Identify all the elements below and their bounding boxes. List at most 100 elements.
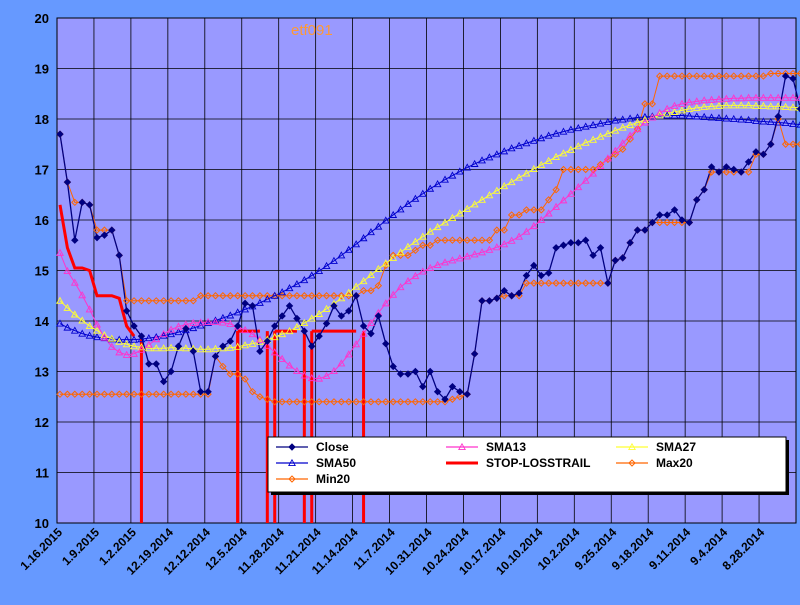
- data-point: [544, 156, 553, 164]
- data-point: [574, 183, 583, 191]
- data-point: [233, 370, 242, 378]
- data-point: [737, 115, 746, 123]
- data-point: [167, 367, 175, 376]
- data-point: [796, 105, 800, 113]
- data-point: [463, 236, 471, 244]
- data-point: [404, 370, 412, 378]
- data-point: [426, 263, 435, 271]
- data-point: [389, 362, 397, 371]
- data-point: [670, 72, 679, 80]
- data-point: [100, 331, 109, 339]
- data-point: [611, 146, 620, 154]
- data-point: [196, 345, 205, 353]
- data-point: [581, 176, 590, 184]
- data-point: [596, 119, 605, 127]
- data-point: [256, 347, 264, 356]
- data-point: [63, 323, 72, 331]
- data-point: [85, 201, 94, 209]
- data-point: [648, 113, 657, 121]
- data-point: [537, 206, 545, 214]
- data-point: [359, 329, 368, 337]
- x-tick-label: 1.9.2015: [59, 525, 102, 568]
- data-point: [137, 297, 146, 305]
- data-point: [404, 199, 412, 207]
- data-point: [285, 302, 294, 310]
- data-point: [308, 292, 316, 300]
- data-point: [552, 185, 560, 194]
- data-point: [137, 345, 146, 353]
- data-point: [485, 236, 494, 244]
- data-point: [85, 390, 94, 398]
- data-point: [263, 395, 272, 403]
- data-point: [537, 134, 546, 142]
- data-point: [115, 348, 124, 356]
- data-point: [137, 332, 146, 340]
- data-point: [618, 123, 627, 131]
- data-point: [737, 168, 745, 176]
- data-point: [144, 340, 153, 348]
- data-point: [404, 251, 412, 260]
- data-point: [100, 231, 109, 239]
- data-point: [537, 271, 545, 280]
- data-point: [781, 140, 790, 148]
- data-point: [270, 291, 279, 299]
- data-point: [404, 242, 412, 250]
- data-point: [292, 322, 301, 331]
- y-tick-label: 13: [35, 365, 49, 380]
- data-point: [122, 307, 131, 315]
- data-point: [337, 251, 346, 259]
- data-point: [204, 292, 212, 300]
- data-point: [656, 72, 664, 80]
- data-point: [241, 305, 250, 313]
- data-point: [292, 280, 301, 288]
- data-point: [678, 216, 686, 224]
- data-point: [781, 93, 790, 101]
- data-point: [241, 292, 249, 300]
- data-point: [663, 211, 671, 219]
- data-point: [293, 314, 301, 323]
- data-point: [56, 296, 64, 304]
- data-point: [500, 286, 508, 295]
- data-point: [759, 72, 768, 80]
- data-point: [352, 240, 361, 248]
- data-point: [722, 94, 731, 102]
- data-point: [522, 227, 531, 235]
- data-point: [418, 232, 427, 240]
- data-point: [559, 165, 568, 174]
- data-point: [159, 330, 168, 338]
- data-point: [322, 261, 331, 269]
- data-point: [359, 276, 368, 285]
- data-point: [500, 292, 508, 300]
- data-point: [529, 136, 538, 144]
- data-point: [537, 279, 545, 287]
- data-point: [589, 120, 598, 129]
- data-point: [559, 279, 568, 287]
- data-point: [226, 292, 235, 300]
- data-point: [522, 271, 531, 280]
- data-point: [367, 286, 375, 295]
- data-point: [574, 239, 582, 247]
- data-point: [729, 101, 738, 109]
- data-point: [633, 226, 642, 234]
- data-point: [433, 236, 442, 244]
- data-point: [685, 111, 694, 119]
- data-point: [263, 337, 272, 345]
- data-point: [78, 316, 87, 324]
- data-point: [737, 72, 745, 80]
- data-point: [648, 218, 657, 227]
- data-point: [789, 74, 797, 83]
- data-point: [374, 222, 383, 230]
- data-point: [781, 102, 790, 110]
- data-point: [315, 309, 324, 317]
- data-point: [463, 390, 471, 398]
- data-point: [271, 322, 279, 330]
- data-point: [271, 398, 279, 406]
- data-point: [322, 292, 331, 300]
- data-point: [174, 342, 183, 350]
- data-point: [730, 72, 738, 80]
- data-point: [752, 148, 760, 156]
- data-point: [419, 382, 427, 391]
- data-point: [456, 236, 464, 244]
- data-point: [137, 343, 146, 351]
- data-point: [288, 443, 296, 451]
